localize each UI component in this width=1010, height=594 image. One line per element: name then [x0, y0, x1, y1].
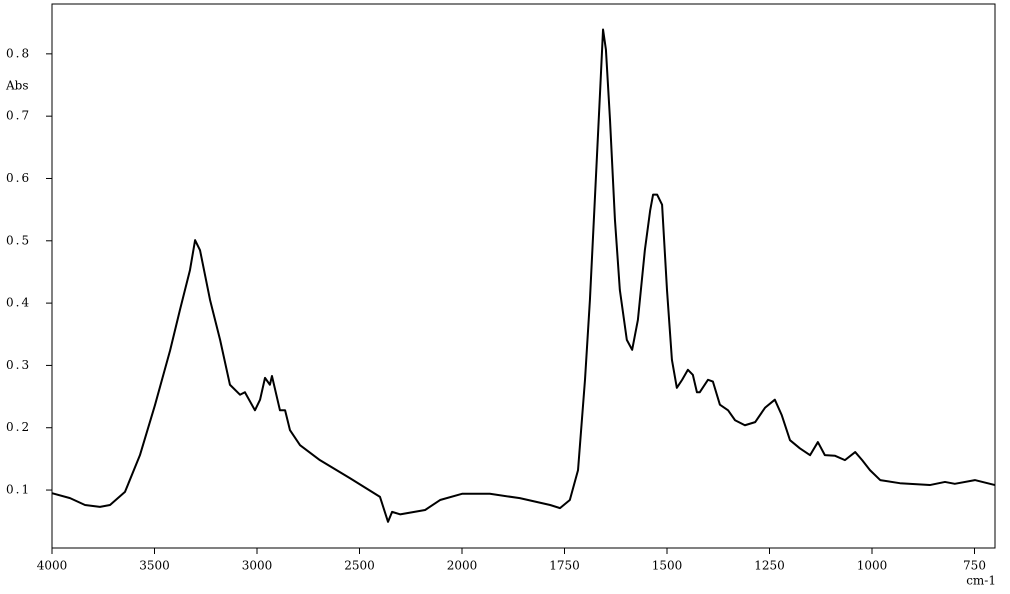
- y-tick-label: 0.1: [6, 483, 31, 497]
- x-tick-label: 2500: [344, 559, 375, 573]
- y-tick-label: 0.6: [6, 171, 31, 185]
- y-axis-label: Abs: [5, 79, 29, 93]
- x-tick-label: 3000: [242, 559, 273, 573]
- x-tick-label: 3500: [139, 559, 170, 573]
- x-axis-label: cm-1: [966, 574, 996, 588]
- y-tick-label: 0.4: [6, 296, 31, 310]
- y-tick-label: 0.2: [6, 420, 31, 434]
- y-tick-label: 0.3: [6, 358, 31, 372]
- x-tick-label: 2000: [447, 559, 478, 573]
- x-tick-label: 1500: [652, 559, 683, 573]
- y-tick-label: 0.8: [6, 46, 31, 60]
- x-tick-label: 1250: [754, 559, 785, 573]
- x-tick-label: 750: [963, 559, 986, 573]
- y-tick-label: 0.7: [6, 109, 31, 123]
- x-tick-label: 1000: [857, 559, 888, 573]
- x-tick-label: 4000: [37, 559, 68, 573]
- spectrum-line: [51, 28, 996, 523]
- x-tick-label: 1750: [549, 559, 580, 573]
- plot-frame: [51, 3, 996, 549]
- y-tick-label: 0.5: [6, 233, 31, 247]
